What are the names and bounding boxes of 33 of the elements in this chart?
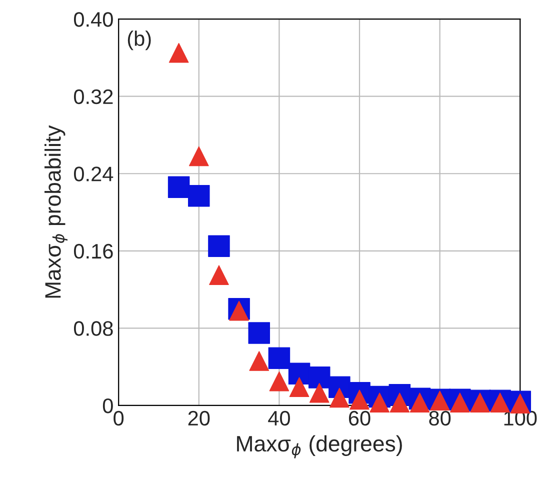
point [309, 382, 330, 403]
x-tick-label: 40 [268, 410, 290, 426]
point [410, 392, 430, 412]
point [350, 390, 370, 410]
point [188, 184, 210, 207]
point [188, 146, 209, 166]
point [370, 392, 390, 412]
y-tick-label: 0.16 [74, 244, 113, 259]
point [209, 265, 229, 285]
point [249, 351, 270, 371]
point [168, 176, 190, 198]
point [248, 322, 270, 344]
point [390, 392, 410, 412]
annotation: (b) [128, 30, 151, 50]
point [289, 377, 310, 398]
y-axis-title: Maxσ$_{ϕ}$ probability [44, 125, 68, 298]
x-tick-label: 80 [429, 410, 451, 426]
x-tick-label: 60 [348, 410, 370, 426]
y-tick-label: 0.24 [74, 166, 114, 182]
point [450, 392, 470, 412]
point [330, 388, 350, 408]
y-tick-label: 0.32 [74, 89, 113, 104]
x-tick-label: 20 [188, 410, 210, 426]
point [268, 347, 290, 369]
point [208, 235, 230, 257]
point [269, 371, 290, 392]
y-tick-label: 0.40 [74, 12, 113, 27]
point [308, 366, 330, 388]
y-tick-label: 0 [102, 398, 113, 414]
point [168, 42, 189, 63]
y-tick-label: 0.08 [74, 321, 113, 336]
x-axis-title: Maxσ$_{ϕ}$ (degrees) [237, 435, 402, 458]
x-tick-label: 0 [114, 410, 124, 426]
